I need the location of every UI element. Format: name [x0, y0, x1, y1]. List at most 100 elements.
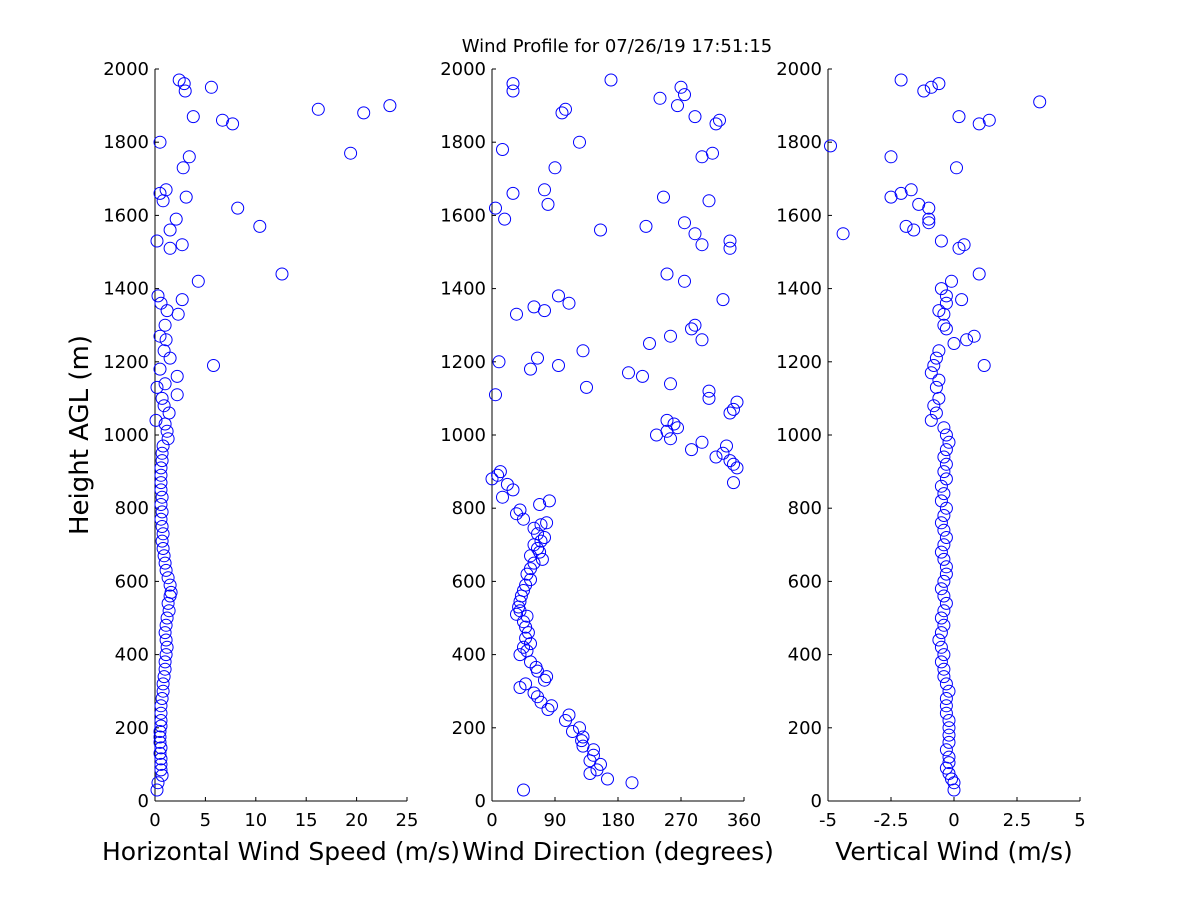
data-point: [344, 146, 358, 160]
data-point: [937, 648, 951, 662]
data-point: [660, 413, 674, 427]
y-tick-label: 1000: [440, 425, 486, 446]
data-point: [154, 706, 168, 720]
x-tick-label: 10: [244, 810, 267, 831]
data-point: [154, 763, 168, 777]
data-point: [932, 633, 946, 647]
data-point: [517, 783, 530, 797]
y-tick-label: 1000: [103, 425, 149, 446]
data-point: [934, 582, 948, 596]
data-point: [924, 366, 938, 380]
data-point: [253, 219, 267, 233]
data-point: [934, 545, 948, 559]
data-point: [937, 604, 951, 618]
data-point: [559, 102, 572, 116]
data-point: [664, 329, 677, 343]
data-point: [162, 604, 176, 618]
data-point: [937, 487, 951, 501]
y-tick-label: 800: [115, 498, 149, 519]
data-point: [496, 143, 509, 156]
data-point: [664, 432, 677, 446]
data-point: [934, 479, 948, 493]
data-point: [899, 219, 913, 233]
data-point: [939, 428, 953, 442]
data-point: [706, 146, 719, 160]
data-point: [939, 677, 953, 691]
y-tick-label: 1600: [776, 205, 822, 226]
data-point: [534, 518, 548, 532]
x-tick-label: 90: [544, 810, 567, 831]
data-point: [160, 611, 174, 625]
data-point: [636, 369, 649, 383]
data-point: [720, 439, 733, 453]
data-point: [576, 739, 590, 753]
panel-direction: 0 200 400 600 800 1000 1200 1400 1600 1800 2000 0 90…: [440, 59, 774, 866]
data-point: [924, 80, 938, 94]
y-tick-label: 0: [475, 791, 486, 812]
data-point: [510, 507, 523, 521]
y-tick-label: 1800: [440, 132, 486, 153]
data-point: [170, 369, 184, 383]
data-point: [155, 490, 169, 504]
data-point: [541, 197, 555, 211]
data-point: [922, 212, 936, 226]
data-point: [158, 662, 172, 676]
data-point: [937, 589, 951, 603]
data-point: [161, 571, 175, 585]
data-point: [945, 772, 958, 786]
data-point: [927, 359, 941, 372]
data-point: [947, 776, 961, 790]
data-point: [922, 201, 936, 215]
data-point: [934, 655, 948, 669]
data-point: [904, 183, 918, 197]
data-point: [730, 395, 744, 409]
data-point: [157, 549, 171, 563]
data-points: [824, 73, 1047, 797]
y-tick-label: 0: [138, 791, 149, 812]
data-point: [154, 714, 168, 727]
data-point: [643, 337, 656, 350]
data-point: [534, 534, 548, 548]
data-point: [533, 498, 547, 511]
data-point: [154, 498, 168, 511]
data-point: [671, 421, 684, 435]
data-point: [506, 77, 520, 91]
data-point: [158, 626, 172, 640]
data-point: [934, 234, 948, 248]
data-point: [491, 468, 505, 482]
y-tick-label: 1000: [776, 425, 822, 446]
data-point: [566, 725, 579, 738]
data-point: [182, 150, 196, 164]
data-point: [159, 648, 173, 662]
data-point: [175, 293, 189, 307]
x-tick-label: 25: [396, 810, 419, 831]
data-point: [159, 183, 173, 197]
x-tick-label: 20: [345, 810, 368, 831]
data-point: [517, 640, 530, 654]
y-tick-label: 1400: [440, 279, 486, 300]
data-point: [702, 384, 716, 398]
x-axis-label: Horizontal Wind Speed (m/s): [102, 837, 460, 866]
data-point: [186, 110, 200, 124]
data-point: [576, 730, 590, 744]
data-point: [907, 223, 921, 237]
data-point: [583, 767, 597, 780]
data-point: [154, 512, 168, 526]
data-point: [972, 117, 986, 131]
data-point: [158, 655, 172, 669]
data-point: [207, 359, 220, 372]
data-point: [573, 721, 586, 735]
data-point: [513, 648, 527, 662]
data-point: [172, 73, 186, 87]
data-point: [937, 318, 951, 332]
data-point: [153, 362, 167, 376]
data-point: [934, 516, 948, 530]
data-point: [155, 505, 169, 519]
data-point: [594, 223, 607, 237]
y-tick-label: 600: [452, 571, 486, 592]
data-point: [175, 238, 189, 252]
data-point: [154, 719, 168, 733]
data-point: [204, 80, 218, 94]
data-point: [922, 216, 936, 230]
data-point: [937, 662, 951, 676]
